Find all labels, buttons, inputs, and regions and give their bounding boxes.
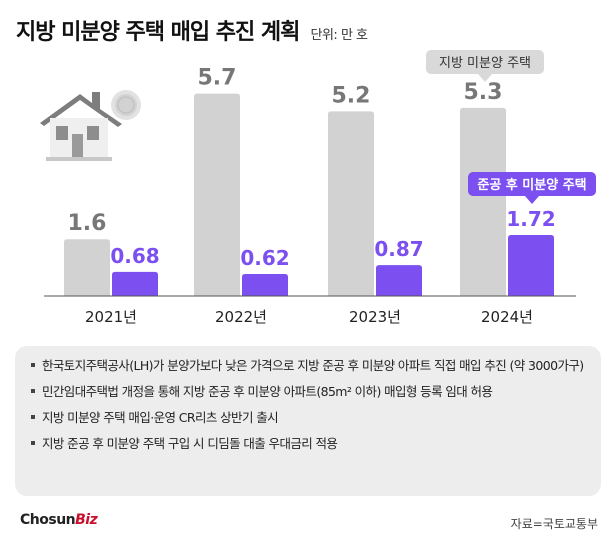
note-item: 지방 준공 후 미분양 주택 구입 시 디딤돌 대출 우대금리 적용 bbox=[31, 434, 591, 453]
x-tick-label: 2024년 bbox=[481, 308, 533, 326]
data-label: 5.7 bbox=[198, 66, 237, 91]
note-item: 지방 미분양 주택 매입·운영 CR리츠 상반기 출시 bbox=[31, 408, 591, 427]
source-label: 자료=국토교통부 bbox=[510, 517, 598, 531]
publisher-logo: ChosunBiz bbox=[20, 512, 98, 528]
x-tick-label: 2022년 bbox=[215, 308, 267, 326]
chart-header: 지방 미분양 주택 매입 추진 계획 단위: 만 호 bbox=[16, 14, 368, 46]
logo-main-text: Chosun bbox=[20, 512, 76, 528]
legend-swatch-completed-unsold bbox=[468, 172, 596, 196]
unit-label: 단위: 만 호 bbox=[310, 28, 369, 43]
legend-swatch-total-unsold bbox=[426, 50, 544, 74]
bar-completed-unsold bbox=[242, 273, 288, 296]
x-tick-label: 2021년 bbox=[85, 308, 137, 326]
house-icon bbox=[40, 90, 141, 161]
legend-pointer bbox=[525, 196, 539, 204]
data-label: 1.72 bbox=[506, 207, 555, 231]
data-label: 5.2 bbox=[332, 83, 371, 108]
legend-pointer bbox=[478, 74, 492, 82]
bar-completed-unsold bbox=[112, 271, 158, 296]
bar-total-unsold bbox=[64, 239, 110, 296]
note-item: 민간임대주택법 개정을 통해 지방 준공 후 미분양 아파트(85m² 이하) … bbox=[31, 382, 591, 401]
logo-biz-text: Biz bbox=[75, 512, 98, 528]
data-label: 0.62 bbox=[240, 246, 289, 270]
bar-chart: 1.60.68 2021년 5.7 0.62 2022년 5.2 0.87 2023년 5.3 1… bbox=[40, 50, 596, 326]
bar-total-unsold bbox=[328, 111, 374, 297]
note-item: 한국토지주택공사(LH)가 분양가보다 낮은 가격으로 지방 준공 후 미분양 … bbox=[31, 356, 591, 375]
chart-title: 지방 미분양 주택 매입 추진 계획 bbox=[16, 20, 300, 45]
bar-completed-unsold bbox=[508, 234, 554, 296]
data-label: 0.68 bbox=[110, 244, 159, 268]
data-label: 0.87 bbox=[374, 237, 423, 261]
notes-box: 한국토지주택공사(LH)가 분양가보다 낮은 가격으로 지방 준공 후 미분양 … bbox=[15, 346, 601, 496]
legend-label-total-unsold: 지방 미분양 주택 bbox=[439, 56, 531, 71]
x-tick-label: 2023년 bbox=[349, 308, 401, 326]
legend-label-completed-unsold: 준공 후 미분양 주택 bbox=[477, 177, 586, 193]
bar-total-unsold bbox=[194, 93, 240, 297]
bar-completed-unsold bbox=[376, 265, 422, 296]
data-label: 1.6 bbox=[68, 211, 107, 236]
data-label: 5.3 bbox=[464, 80, 503, 105]
bar-total-unsold bbox=[460, 107, 506, 296]
